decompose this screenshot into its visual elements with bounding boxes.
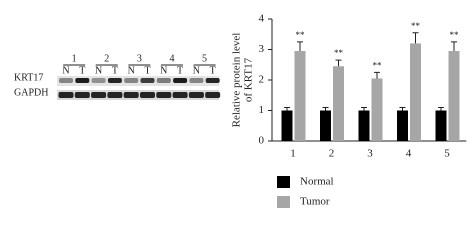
y-tick-label: 4 (259, 13, 265, 25)
significance: ** (334, 48, 344, 58)
error-bar (412, 32, 419, 44)
lane-label: N (160, 65, 167, 76)
error-bar (335, 59, 342, 67)
bar (294, 51, 306, 141)
significance: ** (373, 60, 383, 70)
gapdh-band (140, 92, 155, 98)
x-tick-label: 2 (329, 148, 335, 160)
significance: ** (450, 30, 460, 40)
krt17-band (107, 78, 122, 83)
gapdh-band (58, 92, 74, 98)
bar (448, 51, 460, 141)
sample-label: 2 (104, 53, 109, 64)
x-tick-label: 1 (290, 148, 296, 160)
bar (397, 110, 408, 141)
lane-label: T (144, 65, 150, 76)
legend-swatch (277, 196, 290, 208)
lane-label: T (177, 65, 183, 76)
legend-label: Normal (300, 176, 334, 188)
significance: ** (296, 30, 306, 40)
sample-label: 3 (137, 53, 142, 64)
lane-label: N (128, 65, 135, 76)
y-tick-label: 2 (259, 74, 265, 86)
lane-label: N (193, 65, 200, 76)
lane-label: T (210, 65, 216, 76)
x-tick-label: 3 (367, 148, 373, 160)
krt17-band (189, 78, 204, 83)
page: {"blot": {"samples": ["1", "2", "3", "4"… (14, 12, 467, 208)
bar (435, 110, 447, 141)
krt17-band (124, 78, 139, 83)
gapdh-band (123, 92, 139, 98)
error-bar (284, 106, 290, 111)
krt17-band (156, 78, 171, 83)
error-bar (361, 106, 367, 111)
legend-label: Tumor (300, 196, 330, 208)
error-bar (451, 41, 457, 52)
bar (320, 110, 331, 141)
blot-row-label: KRT17 (14, 72, 43, 83)
blot-row-label: GAPDH (14, 87, 48, 98)
bar (371, 78, 383, 141)
bar (410, 43, 421, 141)
sample-label: 1 (72, 53, 77, 64)
lane-label: N (62, 65, 69, 76)
gapdh-band (107, 92, 123, 98)
lane-label: T (112, 65, 118, 76)
y-tick-label: 0 (259, 135, 265, 147)
krt17-band (173, 78, 188, 83)
error-bar (438, 106, 444, 111)
gapdh-band (205, 92, 221, 98)
krt17-band (75, 78, 90, 83)
krt17-band (205, 78, 220, 83)
error-bar (399, 106, 406, 111)
x-tick-label: 5 (444, 148, 450, 160)
gapdh-band (172, 92, 188, 98)
gapdh-band (156, 92, 172, 98)
sample-label: 5 (202, 53, 207, 64)
krt17-band (91, 78, 106, 83)
gapdh-band (188, 92, 204, 98)
significance: ** (411, 21, 421, 31)
y-axis-label: Relative protein level (231, 33, 243, 128)
y-tick-label: 3 (259, 43, 265, 55)
y-tick-label: 1 (259, 104, 265, 116)
y-axis-label: of KRT17 (243, 57, 255, 102)
error-bar (322, 106, 329, 111)
legend-swatch (277, 176, 290, 188)
krt17-band (140, 78, 155, 83)
figure: KRT17 GAPDH 1 2 3 4 5N T N T N T N T N T01234Relative… (14, 13, 467, 208)
gapdh-band (74, 92, 90, 98)
krt17-band (59, 78, 73, 83)
lane-label: T (79, 65, 85, 76)
lane-label: N (95, 65, 102, 76)
blot-strip (57, 76, 219, 86)
bar (281, 110, 293, 141)
sample-label: 4 (169, 53, 174, 64)
error-bar (297, 41, 303, 52)
gapdh-band (91, 92, 107, 98)
error-bar (374, 71, 380, 79)
bar (358, 110, 370, 141)
x-tick-label: 4 (406, 148, 412, 160)
bar (333, 66, 344, 141)
